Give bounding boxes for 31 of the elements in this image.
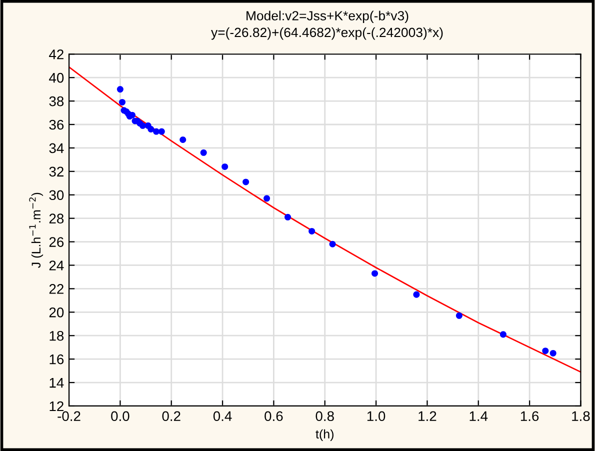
- y-tick-label: 16: [50, 354, 64, 364]
- y-tick-label: 24: [49, 260, 64, 270]
- x-tick-label: 0.2: [162, 411, 180, 422]
- x-tick-label: 1.6: [520, 411, 539, 422]
- y-tick-label: 12: [50, 401, 64, 412]
- y-tick-label: 20: [49, 307, 64, 318]
- y-tick-label: 42: [49, 49, 64, 60]
- y-tick-label: 30: [49, 190, 64, 200]
- x-tick-label: 0.6: [264, 411, 283, 422]
- x-tick-label: 0.0: [111, 411, 130, 422]
- y-axis-title: J (L.h$^{−1}$.m$^{−2}$): [29, 192, 44, 268]
- x-tick-label: 1.0: [367, 411, 386, 422]
- y-tick-label: 36: [49, 120, 64, 130]
- x-tick-label: 1.2: [418, 411, 436, 421]
- y-tick-label: 18: [50, 330, 64, 341]
- y-tick-label: 40: [49, 72, 64, 83]
- y-tick-label: 22: [49, 284, 64, 294]
- y-tick-label: 28: [49, 214, 64, 224]
- x-tick-label: 0.8: [316, 411, 334, 422]
- chart-subtitle: y=(-26.82)+(64.4682)*exp(-(.242003)*x): [211, 27, 443, 40]
- x-tick-label: 1.4: [470, 411, 488, 421]
- x-tick-label: -0.2: [58, 411, 80, 422]
- x-tick-label: 0.4: [213, 411, 232, 422]
- y-tick-label: 26: [49, 237, 64, 247]
- x-tick-label: 1.8: [572, 411, 590, 422]
- chart-title: Model:v2=Jss+K*exp(-b*v3): [246, 10, 408, 24]
- y-tick-label: 34: [49, 143, 64, 154]
- y-tick-label: 38: [49, 96, 64, 106]
- y-tick-label: 32: [49, 166, 64, 177]
- y-tick-label: 14: [50, 378, 64, 388]
- x-axis-title: t(h): [316, 429, 334, 441]
